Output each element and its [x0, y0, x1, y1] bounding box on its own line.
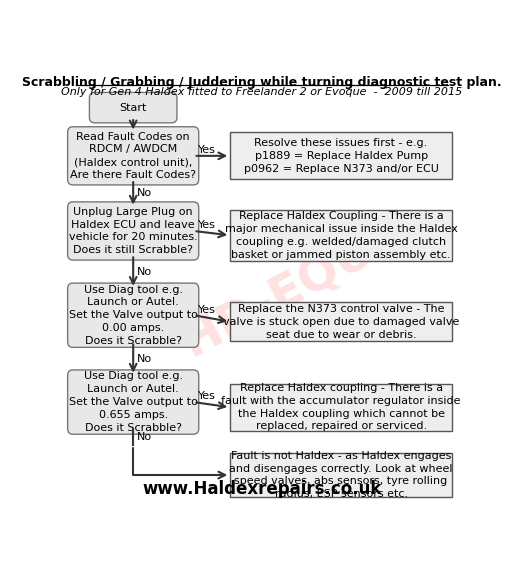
Text: Scrabbling / Grabbing / Juddering while turning diagnostic test plan.: Scrabbling / Grabbing / Juddering while …: [22, 76, 502, 89]
Text: Resolve these issues first - e.g.
p1889 = Replace Haldex Pump
p0962 = Replace N3: Resolve these issues first - e.g. p1889 …: [244, 138, 438, 174]
Bar: [230, 453, 452, 497]
Text: Use Diag tool e.g.
Launch or Autel.
Set the Valve output to
0.655 amps.
Does it : Use Diag tool e.g. Launch or Autel. Set …: [69, 372, 198, 433]
Bar: [230, 384, 452, 431]
Text: Fault is not Haldex - as Haldex engages
and disengages correctly. Look at wheel
: Fault is not Haldex - as Haldex engages …: [229, 451, 453, 499]
Text: Replace Haldex Coupling - There is a
major mechanical issue inside the Haldex
co: Replace Haldex Coupling - There is a maj…: [225, 211, 457, 259]
Text: No: No: [137, 267, 152, 276]
Text: Unplug Large Plug on
Haldex ECU and leave
vehicle for 20 minutes.
Does it still : Unplug Large Plug on Haldex ECU and leav…: [69, 207, 198, 255]
Text: HD-EQUIP: HD-EQUIP: [175, 203, 428, 367]
Text: Replace the N373 control valve - The
valve is stuck open due to damaged valve
se: Replace the N373 control valve - The val…: [223, 304, 459, 340]
Text: Read Fault Codes on
RDCM / AWDCM
(Haldex control unit),
Are there Fault Codes?: Read Fault Codes on RDCM / AWDCM (Haldex…: [70, 131, 196, 180]
Text: Only for Gen 4 Haldex fitted to Freelander 2 or Evoque  -  2009 till 2015: Only for Gen 4 Haldex fitted to Freeland…: [61, 87, 462, 97]
Text: Use Diag tool e.g.
Launch or Autel.
Set the Valve output to
0.00 amps.
Does it S: Use Diag tool e.g. Launch or Autel. Set …: [69, 285, 198, 346]
Text: Start: Start: [120, 103, 147, 113]
FancyBboxPatch shape: [67, 370, 199, 434]
Text: Yes: Yes: [198, 145, 216, 155]
Text: Yes: Yes: [198, 221, 216, 230]
FancyBboxPatch shape: [67, 202, 199, 260]
Text: No: No: [137, 432, 152, 442]
Text: Yes: Yes: [198, 391, 216, 402]
Text: No: No: [137, 354, 152, 364]
Text: Yes: Yes: [198, 305, 216, 315]
Bar: [230, 210, 452, 261]
Bar: [230, 302, 452, 341]
Bar: [230, 133, 452, 179]
Text: No: No: [137, 188, 152, 199]
FancyBboxPatch shape: [67, 283, 199, 347]
FancyBboxPatch shape: [67, 127, 199, 185]
Text: www.Haldexrepairs.co.uk: www.Haldexrepairs.co.uk: [142, 479, 382, 497]
Text: Replace Haldex coupling - There is a
fault with the accumulator regulator inside: Replace Haldex coupling - There is a fau…: [221, 383, 461, 431]
FancyBboxPatch shape: [89, 92, 177, 123]
